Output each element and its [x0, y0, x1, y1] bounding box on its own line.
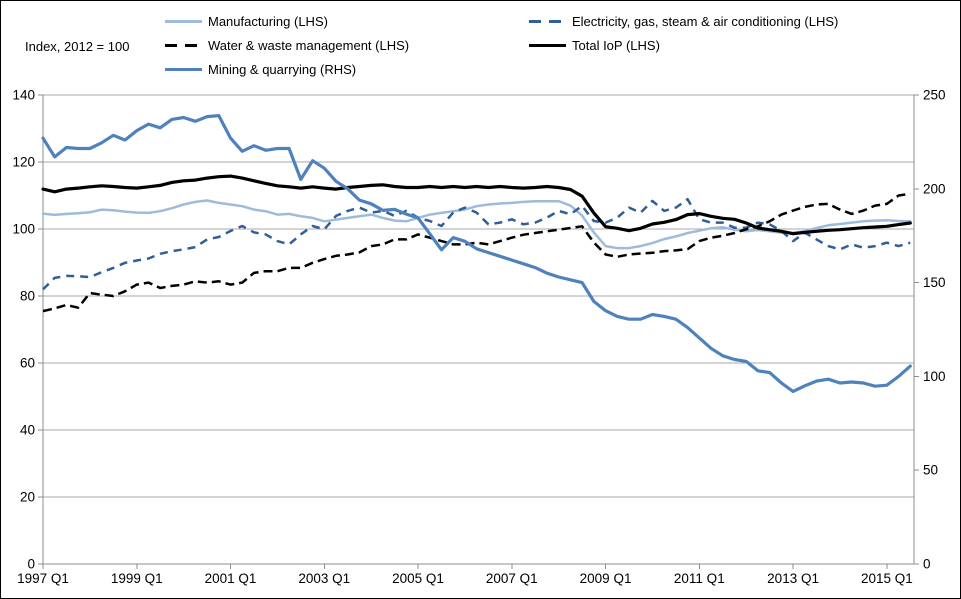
legend-item-total-iop: Total IoP (LHS): [529, 37, 660, 53]
series-line-manufacturing: [41, 199, 912, 250]
left-axis-tick-label: 40: [20, 423, 35, 438]
right-axis-tick-label: 50: [923, 463, 938, 478]
series-line-electricity: [42, 197, 911, 291]
left-axis-tick-label: 100: [12, 222, 35, 237]
legend-label-mining: Mining & quarrying (RHS): [208, 61, 357, 77]
right-axis-tick-label: 200: [923, 181, 946, 196]
legend-swatch-manufacturing-solid-line: [165, 19, 202, 23]
x-axis-tick-label: 1999 Q1: [111, 571, 163, 586]
legend-label-electricity: Electricity, gas, steam & air conditioni…: [572, 13, 839, 29]
right-axis-tick-label: 250: [923, 88, 946, 103]
legend-item-manufacturing: Manufacturing (LHS): [165, 13, 328, 29]
left-axis-tick-label: 60: [20, 356, 35, 371]
legend-label-water: Water & waste management (LHS): [208, 37, 410, 53]
axis-unit-note: Index, 2012 = 100: [25, 39, 130, 54]
x-axis-tick-label: 2015 Q1: [861, 571, 913, 586]
x-axis-tick-label: 2003 Q1: [298, 571, 350, 586]
series-line-mining: [41, 113, 912, 393]
series-lines: [41, 113, 912, 393]
legend-swatch-total-iop-solid-line: [529, 43, 566, 47]
x-axis-tick-label: 2005 Q1: [392, 571, 444, 586]
left-axis-tick-label: 140: [12, 88, 35, 103]
legend-item-water: Water & waste management (LHS): [165, 37, 410, 53]
x-axis-tick-label: 1997 Q1: [17, 571, 69, 586]
legend-label-manufacturing: Manufacturing (LHS): [208, 13, 328, 29]
legend-swatch-mining-solid-line: [165, 67, 202, 71]
left-axis-tick-label: 120: [12, 155, 35, 170]
axes: [38, 94, 919, 569]
series-line-total-iop: [41, 174, 912, 236]
x-axis-tick-label: 2013 Q1: [767, 571, 819, 586]
x-axis-tick-label: 2007 Q1: [486, 571, 538, 586]
series-line-water: [42, 192, 911, 313]
axis-tick-labels: 0 20 40 60 80 100 120 140 0 50 100 150 200 250 1997 Q1…: [12, 88, 945, 587]
legend-item-electricity: Electricity, gas, steam & air conditioni…: [529, 13, 839, 29]
legend: Manufacturing (LHS) Electricity, gas, ste…: [1, 1, 960, 86]
legend-swatch-water-dashed-line: [165, 43, 202, 47]
left-axis-tick-label: 20: [20, 490, 35, 505]
x-axis-tick-label: 2011 Q1: [674, 571, 725, 586]
left-axis-tick-label: 0: [27, 557, 35, 572]
legend-label-total-iop: Total IoP (LHS): [572, 37, 660, 53]
left-axis-tick-label: 80: [20, 289, 35, 304]
right-axis-tick-label: 150: [923, 275, 946, 290]
legend-swatch-electricity-dashed-line: [529, 19, 566, 23]
x-axis-tick-label: 2001 Q1: [205, 571, 257, 586]
legend-item-mining: Mining & quarrying (RHS): [165, 61, 357, 77]
right-axis-tick-label: 0: [923, 557, 931, 572]
gridlines: [43, 94, 914, 498]
x-axis-tick-label: 2009 Q1: [580, 571, 632, 586]
right-axis-tick-label: 100: [923, 369, 946, 384]
